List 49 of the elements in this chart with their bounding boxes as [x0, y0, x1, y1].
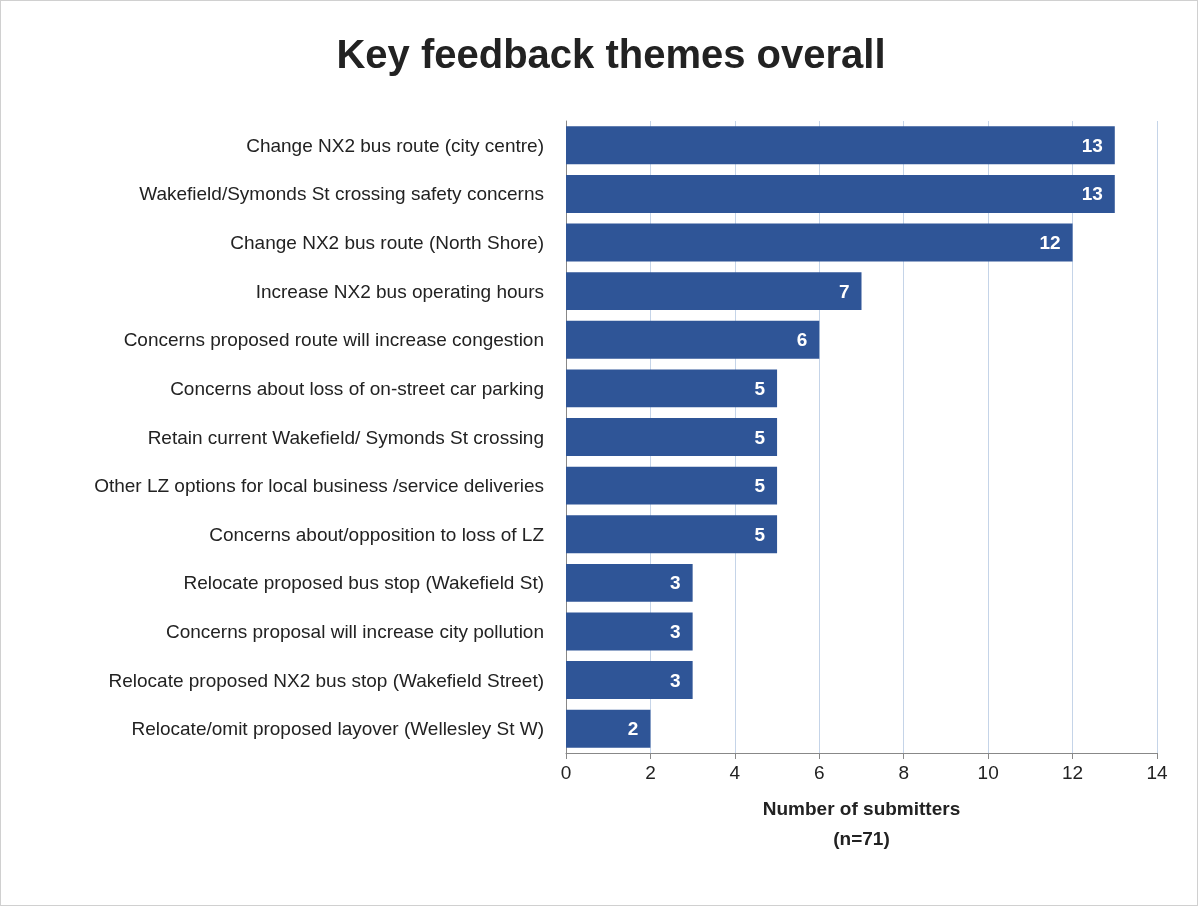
y-tick-label: Change NX2 bus route (city centre) [246, 134, 544, 156]
data-label: 12 [1039, 232, 1061, 254]
x-tick-label: 6 [814, 762, 825, 783]
y-tick-label: Concerns about/opposition to loss of LZ [209, 523, 545, 545]
x-tick-label: 0 [560, 762, 572, 783]
bar [566, 418, 778, 456]
bar [566, 612, 693, 651]
data-label: 3 [670, 572, 681, 594]
x-tick-label: 2 [645, 762, 656, 783]
bar [566, 223, 1073, 262]
data-label: 3 [670, 669, 681, 691]
x-tick-label: 10 [977, 762, 999, 783]
x-tick-label: 4 [729, 762, 741, 783]
data-label: 7 [838, 280, 850, 302]
bar [566, 563, 693, 602]
data-label: 5 [754, 377, 766, 399]
data-label: 13 [1081, 183, 1103, 205]
y-tick-label: Wakefield/Symonds St crossing safety concerns [139, 183, 544, 205]
data-label: 5 [754, 523, 766, 545]
bar [566, 320, 820, 359]
x-tick-label: 12 [1062, 762, 1084, 783]
bar [566, 272, 862, 311]
bar [566, 174, 1115, 213]
y-tick-label: Relocate proposed bus stop (Wakefield St) [183, 572, 544, 594]
bar [566, 661, 693, 700]
data-label: 5 [754, 426, 766, 448]
bar [566, 466, 778, 505]
y-tick-label: Concerns proposed route will increase congestion [123, 329, 544, 351]
y-tick-label: Concerns proposal will increase city pollution [165, 620, 544, 642]
data-label: 6 [796, 329, 808, 351]
chart-title: Key feedback themes overall [336, 32, 886, 76]
x-tick-label: 8 [898, 762, 909, 783]
x-axis-title: Number of submitters (n=71) [762, 797, 961, 849]
data-label: 5 [754, 475, 766, 497]
data-label: 2 [627, 718, 639, 740]
y-tick-label: Relocate/omit proposed layover (Wellesley St W) [131, 718, 544, 740]
data-label: 13 [1081, 134, 1103, 156]
y-tick-label: Retain current Wakefield/ Symonds St crossing [147, 426, 544, 448]
bar [566, 369, 778, 408]
data-label: 3 [670, 620, 681, 642]
y-tick-label: Increase NX2 bus operating hours [255, 280, 544, 302]
bar [566, 126, 1115, 165]
y-tick-label: Concerns about loss of on-street car parking [170, 377, 544, 399]
y-tick-label: Relocate proposed NX2 bus stop (Wakefield Street) [108, 669, 544, 691]
y-tick-label: Other LZ options for local business /service deliveries [94, 475, 544, 497]
bar [566, 709, 651, 748]
x-tick-label: 14 [1146, 762, 1168, 783]
bar [566, 515, 778, 554]
y-tick-label: Change NX2 bus route (North Shore) [230, 232, 544, 254]
